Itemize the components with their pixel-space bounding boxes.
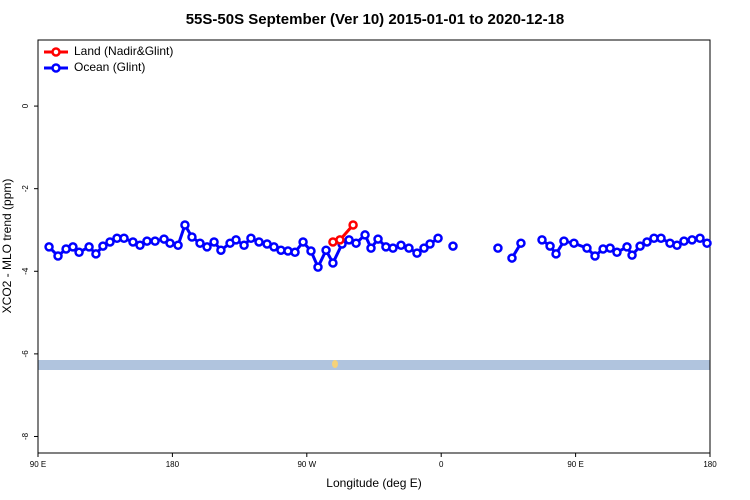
data-point bbox=[202, 242, 212, 252]
data-point bbox=[433, 233, 443, 243]
data-point bbox=[388, 243, 398, 253]
legend-label: Land (Nadir&Glint) bbox=[74, 44, 173, 58]
data-point bbox=[173, 240, 183, 251]
data-point bbox=[269, 242, 279, 252]
data-point bbox=[404, 243, 414, 253]
data-point bbox=[635, 241, 645, 251]
data-point bbox=[605, 243, 615, 253]
data-point bbox=[695, 233, 705, 243]
data-point bbox=[493, 243, 503, 253]
data-point bbox=[622, 242, 632, 252]
data-point bbox=[656, 233, 666, 243]
map-strip bbox=[38, 360, 710, 370]
y-tick-label: -6 bbox=[21, 350, 30, 358]
data-point bbox=[419, 243, 429, 253]
data-point bbox=[165, 238, 175, 248]
data-point bbox=[246, 233, 256, 243]
data-point bbox=[321, 245, 331, 255]
data-point bbox=[216, 245, 226, 255]
legend-marker bbox=[51, 47, 61, 57]
data-point bbox=[590, 251, 600, 261]
data-point bbox=[180, 220, 190, 230]
data-point bbox=[68, 242, 78, 252]
y-tick-label: -2 bbox=[21, 185, 30, 193]
x-tick-label: 90 W bbox=[297, 460, 316, 469]
data-point bbox=[84, 242, 94, 252]
data-point bbox=[91, 249, 101, 259]
legend-label: Ocean (Glint) bbox=[74, 60, 145, 74]
data-point bbox=[702, 238, 712, 248]
y-tick-label: -4 bbox=[21, 267, 30, 275]
data-point bbox=[290, 247, 300, 258]
data-point bbox=[187, 232, 197, 242]
data-point bbox=[545, 241, 555, 251]
data-point bbox=[239, 240, 249, 251]
data-point bbox=[306, 246, 316, 256]
data-point bbox=[551, 249, 561, 259]
data-point bbox=[209, 237, 219, 247]
data-point bbox=[582, 243, 592, 253]
data-point bbox=[507, 253, 517, 263]
data-point bbox=[672, 240, 682, 251]
data-point bbox=[254, 237, 264, 247]
data-point bbox=[679, 236, 689, 246]
data-point bbox=[360, 230, 370, 240]
data-point bbox=[569, 238, 579, 248]
data-point bbox=[105, 237, 115, 247]
map-land bbox=[332, 360, 338, 368]
data-point bbox=[366, 243, 376, 253]
x-tick-label: 0 bbox=[439, 460, 444, 469]
data-point bbox=[135, 240, 145, 251]
x-tick-label: 180 bbox=[166, 460, 180, 469]
data-point bbox=[344, 235, 354, 245]
x-tick-label: 90 E bbox=[567, 460, 583, 469]
data-point bbox=[150, 236, 160, 246]
data-point bbox=[53, 251, 63, 261]
data-point bbox=[142, 236, 152, 246]
y-tick-label: -8 bbox=[21, 432, 30, 440]
data-point bbox=[412, 248, 422, 258]
data-point bbox=[559, 236, 569, 246]
data-point bbox=[328, 258, 338, 268]
data-point bbox=[195, 238, 205, 248]
data-point bbox=[687, 235, 697, 245]
legend-marker bbox=[51, 63, 61, 73]
data-point bbox=[74, 247, 84, 258]
data-point bbox=[159, 234, 169, 244]
data-point bbox=[425, 239, 435, 249]
data-point bbox=[642, 237, 652, 247]
chart-title: 55S-50S September (Ver 10) 2015-01-01 to… bbox=[186, 11, 565, 28]
data-point bbox=[537, 235, 547, 245]
data-point bbox=[298, 237, 308, 247]
data-point bbox=[516, 238, 526, 248]
data-point bbox=[98, 241, 108, 251]
data-point bbox=[335, 235, 345, 245]
data-point bbox=[351, 238, 361, 248]
data-point bbox=[44, 242, 54, 252]
data-point bbox=[396, 240, 406, 251]
x-axis-label: Longitude (deg E) bbox=[326, 476, 421, 490]
data-point bbox=[612, 247, 622, 258]
y-axis-label: XCO2 - MLO trend (ppm) bbox=[0, 179, 14, 314]
data-point bbox=[119, 233, 129, 243]
data-point bbox=[313, 262, 323, 272]
data-point bbox=[448, 241, 458, 251]
data-point bbox=[231, 235, 241, 245]
y-tick-label: 0 bbox=[21, 103, 30, 108]
x-tick-label: 180 bbox=[703, 460, 717, 469]
data-point bbox=[373, 234, 383, 244]
data-point bbox=[348, 220, 358, 230]
x-tick-label: 90 E bbox=[30, 460, 46, 469]
data-point bbox=[128, 237, 138, 247]
data-point bbox=[627, 250, 637, 260]
